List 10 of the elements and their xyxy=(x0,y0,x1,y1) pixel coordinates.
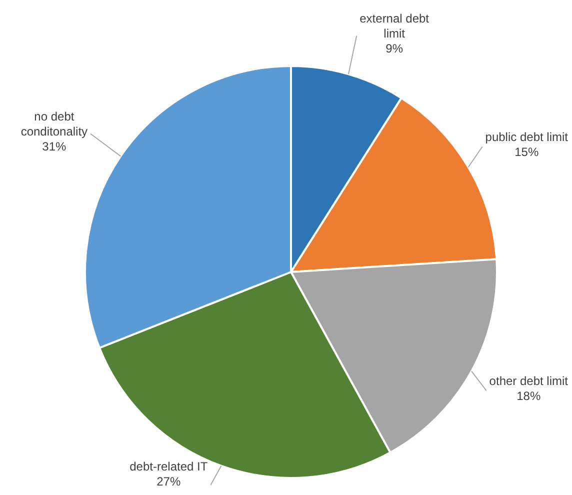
data-label: 18% xyxy=(516,388,541,403)
data-label: 9% xyxy=(386,42,404,56)
data-label: 27% xyxy=(156,474,181,488)
slice-label: other debt limit xyxy=(489,374,569,388)
slice-label: no debt conditonality xyxy=(20,110,88,139)
data-label: 15% xyxy=(514,145,539,160)
slice-label: debt-related IT xyxy=(130,459,208,474)
slice-label: external debt limit xyxy=(360,12,430,41)
slice-label: public debt limit xyxy=(485,130,569,144)
data-label: 31% xyxy=(42,140,67,154)
